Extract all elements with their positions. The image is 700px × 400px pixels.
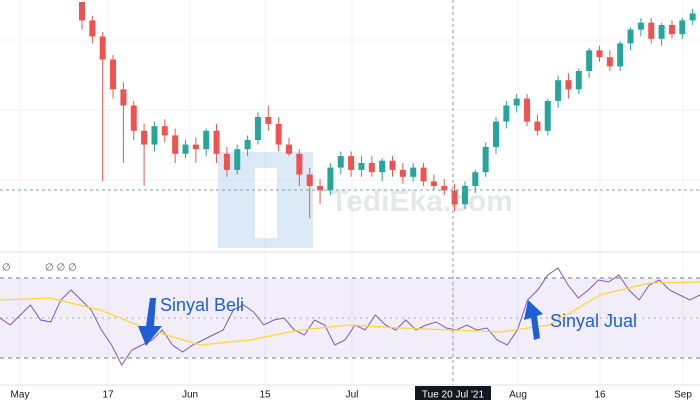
candle-body [555, 80, 562, 101]
candle-body [79, 2, 85, 21]
grid [0, 0, 700, 385]
candle-body [317, 186, 324, 191]
candle-body [172, 135, 179, 154]
x-tick-label: May [11, 390, 30, 400]
candle-body [265, 117, 272, 124]
candle-body [389, 160, 396, 170]
candle-body [430, 181, 437, 186]
x-tick-label: Jun [182, 390, 198, 400]
rsi-line [0, 281, 700, 346]
candle-body [275, 123, 282, 145]
x-tick-label: Tue 20 Jul '21 [422, 390, 485, 400]
candle-body [306, 174, 313, 186]
candle-body [368, 163, 375, 173]
candle-body [296, 153, 303, 175]
candle-body [234, 149, 241, 170]
arrow [524, 300, 543, 340]
buy-annotation: Sinyal Beli Sinyal Jual [138, 295, 637, 346]
candle-body [286, 144, 292, 154]
candle-body [254, 117, 261, 140]
candle-body [327, 167, 334, 191]
candle-body [586, 50, 593, 71]
candle-body [379, 160, 386, 173]
candle-body [575, 71, 582, 90]
candle-body [617, 43, 624, 67]
candle-body [244, 140, 251, 150]
rsi-pane [0, 267, 700, 366]
candle-body [513, 98, 520, 106]
candle-body [503, 105, 510, 122]
candle-body [182, 144, 189, 154]
candle-body [89, 20, 96, 37]
candle-body [679, 20, 686, 35]
arrow [138, 298, 162, 346]
watermark: TediEka.com [218, 152, 513, 248]
candle-body [441, 186, 448, 191]
candle-body [99, 36, 106, 60]
candle-body [472, 172, 479, 186]
candle-body [689, 13, 696, 21]
candle-body [192, 144, 199, 150]
candle-body [648, 22, 655, 39]
annotation: Sinyal Beli [160, 295, 244, 315]
rsi-line [0, 267, 700, 366]
indicator-value: ∅ ∅ ∅ [45, 263, 77, 274]
x-tick-label: Jul [346, 390, 359, 400]
x-tick-label: Aug [509, 390, 527, 400]
candle-body [399, 169, 406, 177]
candle-body [223, 153, 230, 170]
candle-body [524, 98, 531, 122]
x-axis: May 17 Jun 15 Jul Tue 20 Jul '21 Aug 16 Sep [11, 386, 692, 400]
x-tick-label: 15 [259, 390, 271, 400]
indicator-value: ∅ [2, 263, 11, 274]
candle-body [213, 130, 220, 154]
candle-body [596, 50, 603, 58]
candle-body [627, 29, 634, 44]
candle-body [534, 121, 541, 131]
candle-body [544, 100, 551, 131]
logo [255, 168, 277, 238]
candle-body [668, 25, 675, 35]
candle-body [337, 156, 344, 168]
candle-body [203, 130, 210, 150]
candle-body [110, 59, 117, 90]
candle-body [120, 89, 127, 106]
x-tick-label: 16 [594, 390, 606, 400]
candle-body [151, 126, 158, 145]
candle-body [606, 57, 613, 67]
candle-body [141, 130, 148, 145]
candle-body [130, 105, 137, 131]
candle-body [358, 163, 365, 170]
x-tick-label: 17 [102, 390, 114, 400]
candle-body [451, 190, 458, 205]
candle-body [410, 167, 417, 177]
candle-body [348, 156, 355, 170]
candle-body [482, 146, 489, 173]
candle-body [565, 80, 572, 90]
candle-body [420, 167, 427, 182]
x-tick-label: Sep [674, 390, 692, 400]
candle-body [161, 126, 168, 136]
candle-body [658, 25, 665, 39]
candle-body [637, 22, 644, 30]
candle-body [461, 186, 468, 205]
annotation: Sinyal Jual [550, 311, 637, 331]
candle-body [493, 121, 499, 147]
crosshair-label-bg [415, 386, 491, 400]
price-pane [79, 2, 696, 219]
